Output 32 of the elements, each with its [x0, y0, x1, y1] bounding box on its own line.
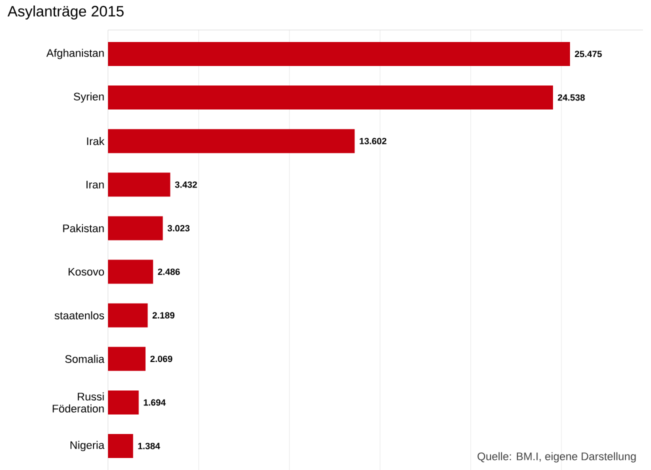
- bar: [108, 434, 134, 458]
- y-tick-label: Pakistan: [63, 224, 104, 232]
- data-label: 1.694: [144, 399, 166, 406]
- bar: [108, 172, 170, 197]
- y-tick-label: Afghanistan: [46, 48, 104, 60]
- data-label: 3.023: [168, 225, 190, 232]
- data-label: 3.432: [174, 181, 197, 188]
- bar: [108, 129, 355, 154]
- annotation: Quelle: BM.I, eigene Darstellung: [478, 452, 636, 462]
- y-tick-label: Syrien: [74, 92, 104, 103]
- bar: [108, 346, 146, 371]
- data-label: 25.475: [574, 50, 602, 58]
- bar: [108, 390, 139, 414]
- bar: [108, 303, 148, 328]
- data-label: 13.602: [360, 138, 386, 144]
- data-label: 2.486: [158, 268, 180, 275]
- data-label: 2.069: [150, 356, 172, 362]
- bar: [108, 42, 570, 66]
- y-tick-label: Iran: [86, 180, 104, 188]
- data-label: 2.189: [152, 312, 174, 319]
- y-tick-label: Nigeria: [70, 440, 104, 452]
- data-label: 1.384: [138, 442, 160, 450]
- bar: [108, 260, 154, 284]
- bar: [108, 216, 163, 240]
- chart-title: Asylanträge 2015: [8, 6, 124, 20]
- y-tick-label: staatenlos: [54, 311, 104, 320]
- y-tick-label: Kosovo: [68, 268, 104, 276]
- data-label: 24.538: [558, 94, 585, 101]
- bar: [108, 86, 554, 110]
- y-tick-label: Russi Föderation: [52, 392, 104, 413]
- y-tick-label: Irak: [87, 137, 104, 146]
- y-tick-label: Somalia: [65, 354, 104, 363]
